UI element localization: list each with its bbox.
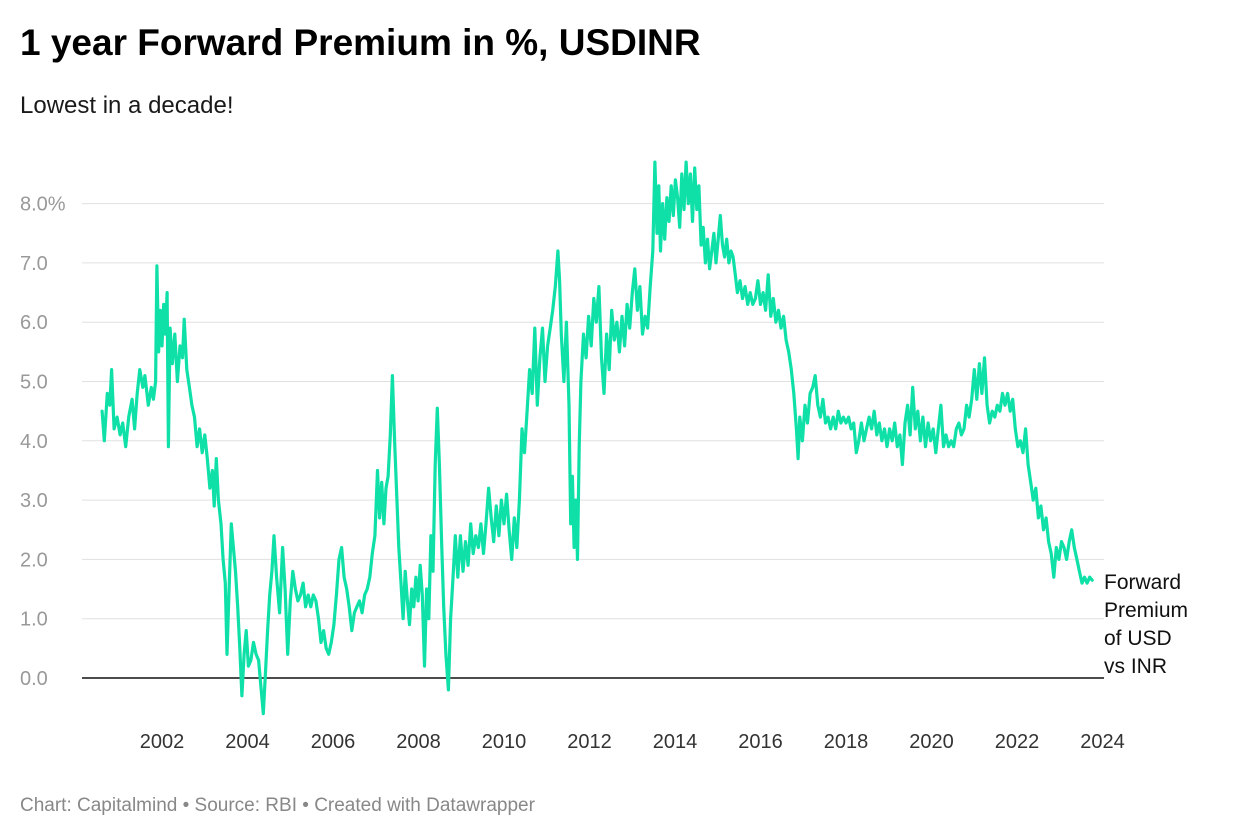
forward-premium-line [100, 160, 1094, 716]
x-tick-label: 2012 [567, 731, 612, 753]
x-tick-label: 2002 [140, 731, 185, 753]
x-tick-label: 2022 [995, 731, 1040, 753]
y-tick-label: 4.0 [20, 431, 48, 453]
x-tick-label: 2018 [824, 731, 869, 753]
x-axis-ticks: 2002 2004 2006 2008 2010 2012 2014 2016 2018 2020… [140, 731, 1125, 753]
x-tick-label: 2016 [738, 731, 783, 753]
chart-footer: Chart: Capitalmind • Source: RBI • Creat… [20, 795, 535, 816]
y-tick-label: 0.0 [20, 668, 48, 690]
y-tick-label: 8.0% [20, 194, 66, 216]
y-tick-label: 1.0 [20, 609, 48, 631]
y-axis-ticks: 8.0% 7.0 6.0 5.0 4.0 3.0 2.0 1.0 0.0 [20, 194, 66, 690]
x-tick-label: 2024 [1080, 731, 1125, 753]
x-tick-label: 2020 [909, 731, 954, 753]
chart-subtitle: Lowest in a decade! [20, 92, 234, 119]
y-tick-label: 5.0 [20, 372, 48, 394]
x-tick-label: 2008 [396, 731, 441, 753]
y-tick-label: 6.0 [20, 312, 48, 334]
chart-title: 1 year Forward Premium in %, USDINR [20, 22, 701, 63]
x-tick-label: 2014 [653, 731, 698, 753]
annotation-line: of USD [1104, 627, 1172, 650]
annotation-line: Forward [1104, 571, 1181, 594]
y-tick-label: 7.0 [20, 253, 48, 275]
annotation-line: Premium [1104, 599, 1188, 622]
x-tick-label: 2004 [225, 731, 270, 753]
y-tick-label: 3.0 [20, 490, 48, 512]
series-annotation: Forward Premium of USD vs INR [1104, 571, 1188, 678]
annotation-line: vs INR [1104, 655, 1167, 678]
y-tick-label: 2.0 [20, 549, 48, 571]
x-tick-label: 2006 [311, 731, 356, 753]
x-tick-label: 2010 [482, 731, 527, 753]
